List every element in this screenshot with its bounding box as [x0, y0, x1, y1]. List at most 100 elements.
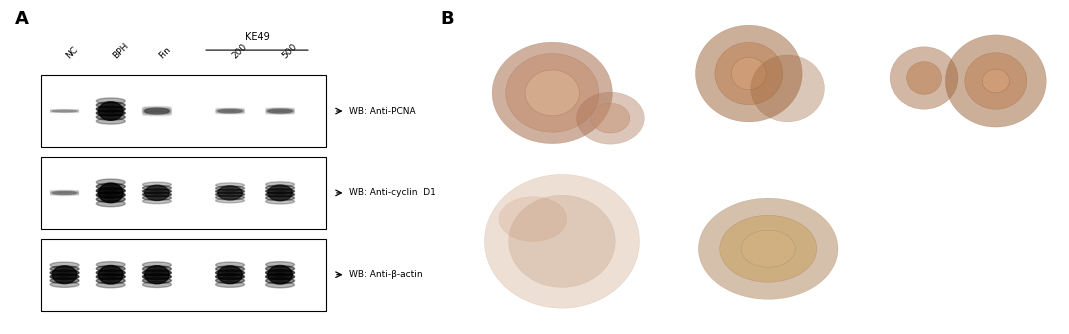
- Ellipse shape: [890, 47, 958, 109]
- Text: Fin: Fin: [157, 45, 172, 60]
- Ellipse shape: [142, 274, 171, 280]
- Bar: [42, 157, 326, 229]
- Ellipse shape: [698, 198, 838, 299]
- Text: WB: Anti-β-actin: WB: Anti-β-actin: [350, 270, 423, 279]
- Ellipse shape: [50, 194, 79, 196]
- Ellipse shape: [96, 270, 125, 276]
- Ellipse shape: [265, 113, 294, 115]
- Ellipse shape: [142, 114, 171, 116]
- Text: 200: 200: [230, 42, 248, 60]
- Ellipse shape: [50, 193, 79, 195]
- Text: KE49-500: KE49-500: [676, 173, 731, 183]
- Ellipse shape: [268, 185, 292, 201]
- Ellipse shape: [142, 182, 171, 187]
- Ellipse shape: [142, 111, 171, 113]
- Ellipse shape: [96, 179, 125, 185]
- Ellipse shape: [216, 189, 245, 194]
- Ellipse shape: [576, 92, 645, 144]
- Ellipse shape: [98, 102, 123, 120]
- Ellipse shape: [96, 278, 125, 284]
- Ellipse shape: [50, 192, 79, 193]
- Ellipse shape: [96, 118, 125, 124]
- Ellipse shape: [216, 262, 245, 268]
- Ellipse shape: [50, 111, 79, 112]
- Ellipse shape: [142, 109, 171, 112]
- Ellipse shape: [50, 193, 79, 194]
- Ellipse shape: [142, 108, 171, 110]
- Ellipse shape: [265, 278, 294, 284]
- Ellipse shape: [265, 110, 294, 111]
- Ellipse shape: [144, 108, 169, 114]
- Ellipse shape: [96, 114, 125, 120]
- Ellipse shape: [696, 25, 802, 122]
- Ellipse shape: [492, 42, 613, 144]
- Ellipse shape: [265, 182, 294, 187]
- Ellipse shape: [144, 266, 169, 284]
- Ellipse shape: [982, 69, 1009, 93]
- Ellipse shape: [719, 215, 817, 282]
- Ellipse shape: [142, 270, 171, 276]
- Text: BPH: BPH: [676, 13, 699, 23]
- Ellipse shape: [715, 42, 783, 105]
- Ellipse shape: [96, 102, 125, 108]
- Ellipse shape: [591, 103, 630, 133]
- Ellipse shape: [142, 195, 171, 200]
- Ellipse shape: [216, 183, 245, 187]
- Ellipse shape: [265, 189, 294, 194]
- Ellipse shape: [216, 110, 245, 111]
- Text: A: A: [15, 10, 29, 28]
- Ellipse shape: [142, 199, 171, 204]
- Ellipse shape: [96, 262, 125, 268]
- Ellipse shape: [50, 278, 79, 284]
- Ellipse shape: [741, 230, 795, 267]
- Text: NC: NC: [472, 13, 490, 23]
- Text: B: B: [440, 10, 454, 28]
- Ellipse shape: [96, 282, 125, 288]
- Ellipse shape: [98, 266, 123, 284]
- Ellipse shape: [142, 185, 171, 190]
- Ellipse shape: [525, 70, 579, 116]
- Ellipse shape: [98, 183, 123, 203]
- Ellipse shape: [509, 195, 616, 287]
- Ellipse shape: [96, 192, 125, 198]
- Ellipse shape: [965, 53, 1027, 109]
- Ellipse shape: [216, 108, 245, 110]
- Text: 500: 500: [280, 41, 298, 60]
- Ellipse shape: [216, 278, 245, 284]
- Ellipse shape: [268, 266, 292, 284]
- Ellipse shape: [506, 54, 599, 132]
- Ellipse shape: [50, 262, 79, 268]
- Ellipse shape: [96, 274, 125, 280]
- Bar: [42, 75, 326, 147]
- Ellipse shape: [265, 266, 294, 272]
- Ellipse shape: [52, 110, 77, 112]
- Text: NC: NC: [64, 44, 80, 60]
- Ellipse shape: [52, 266, 77, 284]
- Text: KE49: KE49: [245, 32, 269, 42]
- Ellipse shape: [96, 110, 125, 116]
- Ellipse shape: [731, 57, 766, 90]
- Ellipse shape: [142, 278, 171, 284]
- Ellipse shape: [50, 270, 79, 276]
- Ellipse shape: [265, 111, 294, 112]
- Bar: [42, 239, 326, 311]
- Ellipse shape: [142, 262, 171, 268]
- Ellipse shape: [265, 274, 294, 280]
- Ellipse shape: [96, 183, 125, 190]
- Ellipse shape: [216, 282, 245, 287]
- Ellipse shape: [218, 186, 243, 200]
- Ellipse shape: [907, 62, 942, 95]
- Ellipse shape: [265, 112, 294, 114]
- Text: BPH: BPH: [111, 41, 130, 60]
- Ellipse shape: [50, 274, 79, 280]
- Ellipse shape: [265, 192, 294, 197]
- Ellipse shape: [52, 191, 77, 195]
- Ellipse shape: [96, 98, 125, 104]
- Ellipse shape: [945, 35, 1047, 127]
- Ellipse shape: [216, 270, 245, 276]
- Ellipse shape: [142, 282, 171, 288]
- Ellipse shape: [142, 266, 171, 272]
- Ellipse shape: [142, 192, 171, 197]
- Ellipse shape: [216, 109, 245, 110]
- Ellipse shape: [216, 112, 245, 113]
